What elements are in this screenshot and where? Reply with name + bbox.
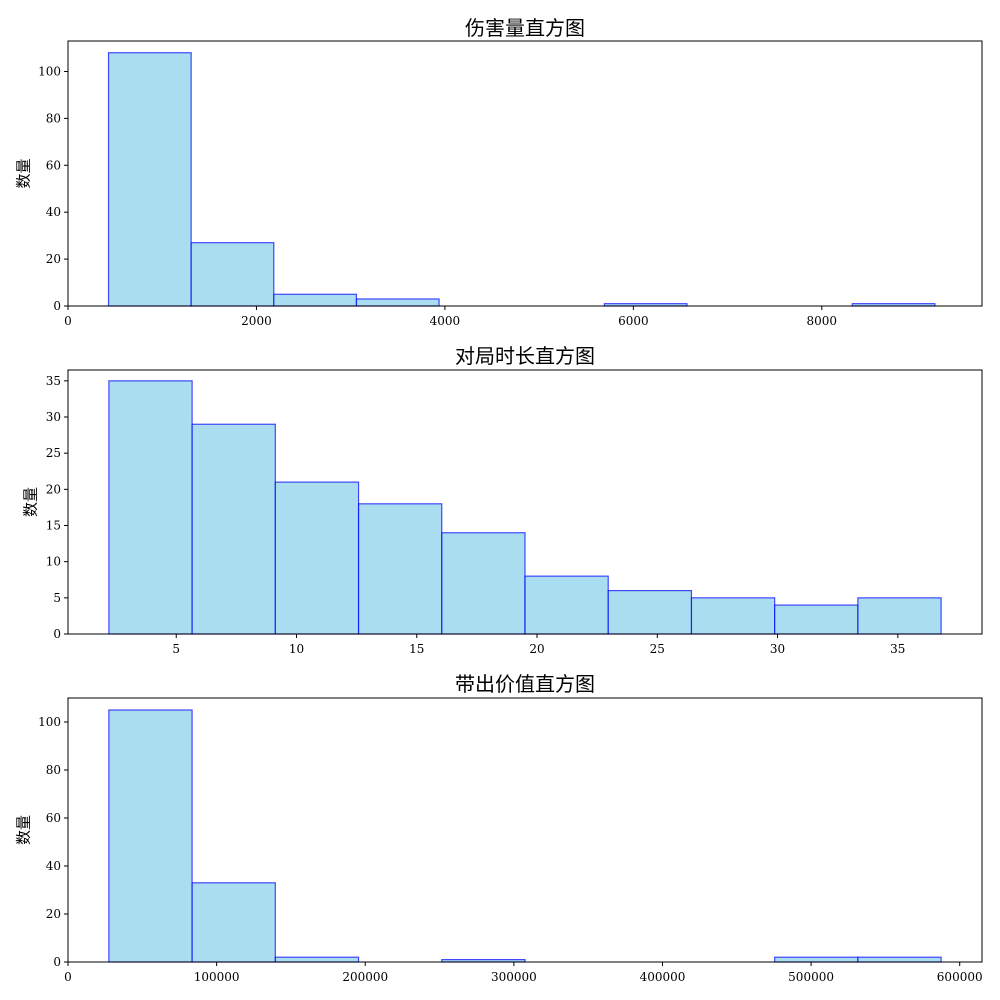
histogram-bar <box>441 532 526 635</box>
histogram-bar <box>774 956 859 963</box>
y-tick-label: 5 <box>53 591 61 605</box>
plot-area-frame <box>67 697 983 963</box>
x-tick-label: 300000 <box>491 970 537 984</box>
y-tick-label: 0 <box>53 955 61 969</box>
x-tick-label: 20 <box>529 642 544 656</box>
histogram-bar <box>607 590 693 635</box>
y-tick-label: 35 <box>46 374 61 388</box>
histogram-bar <box>273 293 358 307</box>
bars <box>107 52 936 307</box>
x-tick-label: 2000 <box>241 314 272 328</box>
y-tick-label: 20 <box>46 252 61 266</box>
y-tick-label: 15 <box>46 519 61 533</box>
y-tick-label: 0 <box>53 299 61 313</box>
y-axis-label: 数量 <box>22 487 40 517</box>
histogram-bar <box>857 597 942 635</box>
y-tick-label: 0 <box>53 627 61 641</box>
chart-title: 伤害量直方图 <box>465 16 585 40</box>
bars <box>108 380 942 635</box>
x-tick-label: 100000 <box>194 970 240 984</box>
x-tick-label: 200000 <box>342 970 388 984</box>
histogram-bar <box>524 575 609 635</box>
histogram-bar <box>690 597 776 635</box>
y-tick-label: 60 <box>46 158 61 172</box>
y-tick-label: 100 <box>38 715 61 729</box>
x-tick-label: 8000 <box>807 314 838 328</box>
histogram-bar <box>190 242 275 307</box>
histogram-bar <box>274 956 360 963</box>
histogram-bar <box>357 503 443 635</box>
histogram-bar <box>774 604 859 635</box>
histogram-bar <box>108 709 193 963</box>
y-tick-label: 100 <box>38 64 61 78</box>
histogram-bar <box>857 956 942 963</box>
x-tick-label: 4000 <box>430 314 461 328</box>
x-tick-label: 6000 <box>618 314 649 328</box>
histogram-bar <box>274 481 360 635</box>
histogram-bar <box>108 380 193 635</box>
x-tick-label: 30 <box>770 642 785 656</box>
bars <box>108 709 942 963</box>
y-tick-label: 80 <box>46 111 61 125</box>
y-tick-label: 60 <box>46 811 61 825</box>
x-tick-label: 500000 <box>788 970 834 984</box>
y-tick-label: 40 <box>46 859 61 873</box>
histogram-bar <box>191 882 276 963</box>
plot-area-frame <box>67 40 983 307</box>
x-tick-label: 25 <box>650 642 665 656</box>
y-tick-label: 80 <box>46 763 61 777</box>
x-tick-label: 400000 <box>640 970 686 984</box>
x-tick-label: 35 <box>890 642 905 656</box>
y-tick-label: 20 <box>46 482 61 496</box>
plot-area-frame <box>67 369 983 635</box>
y-tick-label: 40 <box>46 205 61 219</box>
histogram-bar <box>107 52 192 307</box>
chart-title: 对局时长直方图 <box>455 344 595 368</box>
y-axis-label: 数量 <box>15 158 33 188</box>
y-tick-label: 10 <box>46 555 61 569</box>
x-tick-label: 0 <box>64 314 72 328</box>
histogram-bar <box>191 423 276 635</box>
y-axis-label: 数量 <box>15 815 33 845</box>
x-tick-label: 0 <box>64 970 72 984</box>
histogram-bar <box>355 298 440 307</box>
y-tick-label: 20 <box>46 907 61 921</box>
x-tick-label: 600000 <box>937 970 983 984</box>
y-tick-label: 30 <box>46 410 61 424</box>
x-tick-label: 5 <box>172 642 180 656</box>
x-tick-label: 15 <box>409 642 424 656</box>
y-tick-label: 25 <box>46 446 61 460</box>
chart-title: 带出价值直方图 <box>455 672 595 696</box>
x-tick-label: 10 <box>289 642 304 656</box>
